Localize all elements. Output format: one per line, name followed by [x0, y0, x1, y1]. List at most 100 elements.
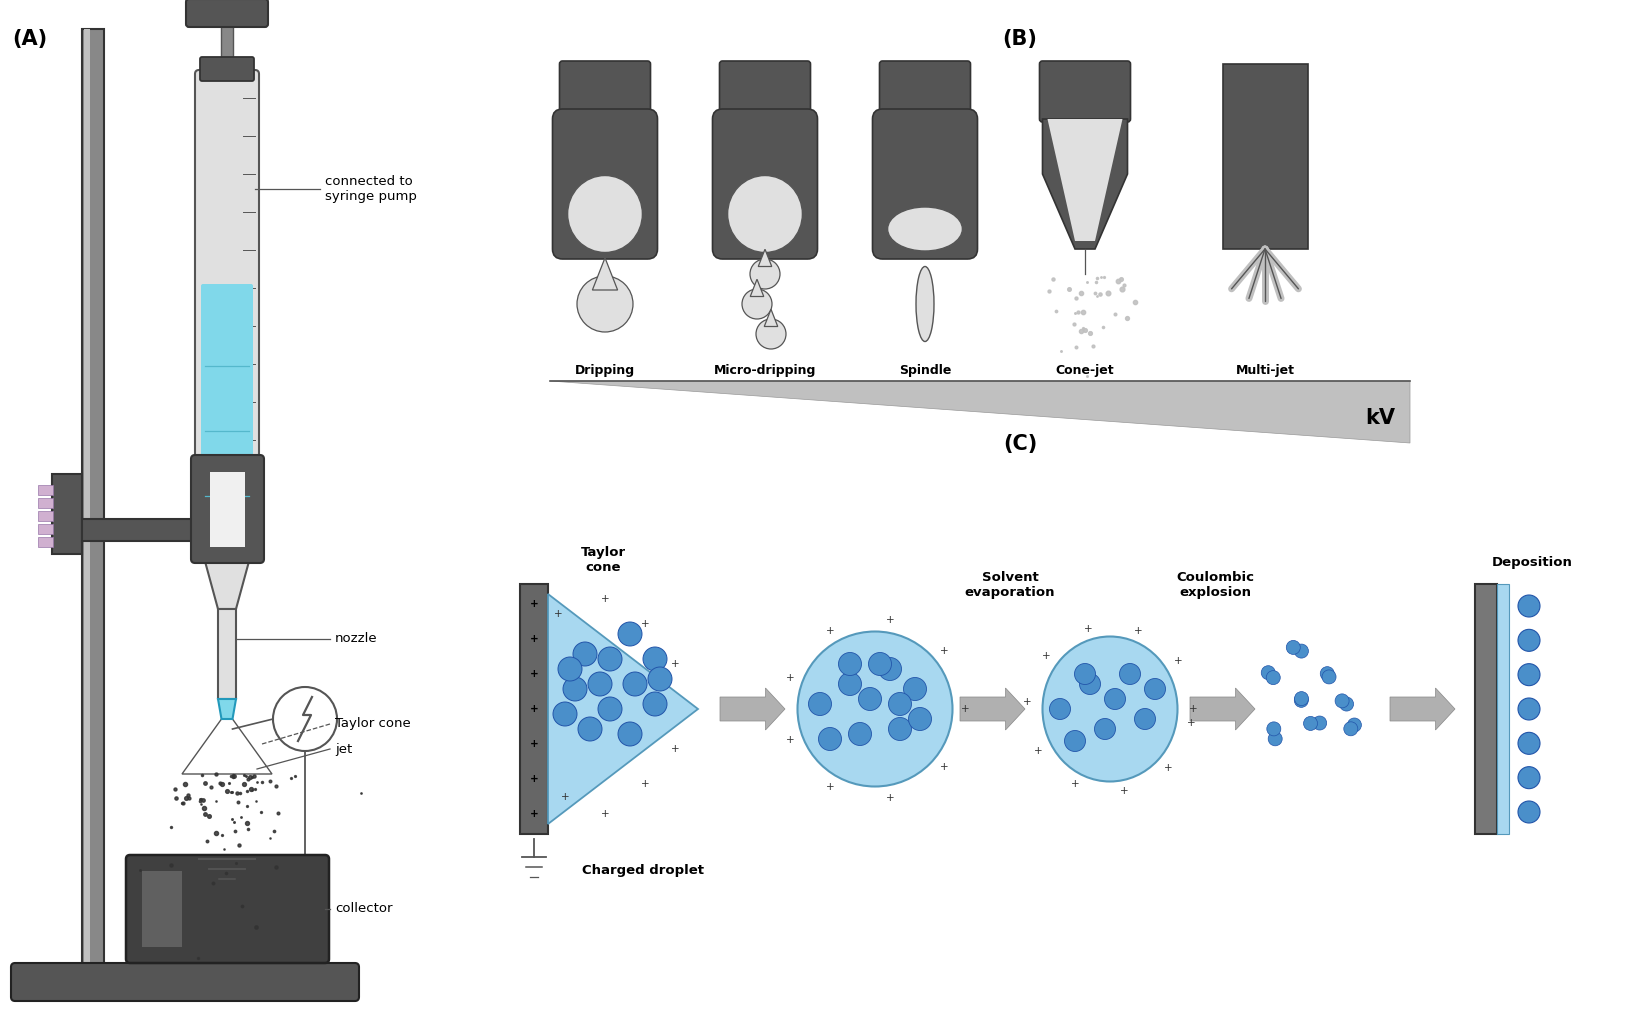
Circle shape: [589, 672, 612, 696]
Circle shape: [838, 673, 861, 696]
Bar: [210, 472, 245, 547]
Text: +: +: [940, 762, 949, 771]
Ellipse shape: [888, 207, 962, 251]
Bar: [38, 524, 53, 534]
FancyBboxPatch shape: [191, 455, 265, 564]
Circle shape: [904, 678, 927, 700]
Ellipse shape: [1042, 637, 1177, 782]
FancyBboxPatch shape: [720, 61, 810, 122]
Text: (B): (B): [1003, 29, 1037, 49]
Polygon shape: [764, 309, 778, 326]
Text: Taylor cone: Taylor cone: [335, 717, 411, 731]
Ellipse shape: [797, 632, 952, 787]
FancyArrow shape: [1389, 688, 1455, 730]
Circle shape: [1517, 663, 1540, 686]
Text: +: +: [1083, 624, 1093, 634]
Circle shape: [1343, 721, 1358, 736]
Text: +: +: [786, 674, 794, 683]
Text: Micro-dripping: Micro-dripping: [713, 364, 815, 377]
Circle shape: [878, 657, 901, 681]
FancyBboxPatch shape: [127, 855, 329, 963]
FancyBboxPatch shape: [12, 963, 358, 1001]
FancyBboxPatch shape: [201, 284, 253, 548]
Ellipse shape: [567, 175, 643, 253]
Circle shape: [1080, 674, 1100, 695]
Circle shape: [1049, 698, 1070, 719]
Circle shape: [1517, 733, 1540, 754]
Polygon shape: [551, 381, 1411, 443]
Text: (A): (A): [12, 29, 48, 49]
Text: +: +: [529, 739, 538, 749]
Circle shape: [557, 657, 582, 681]
Circle shape: [888, 693, 911, 715]
Bar: [84, 29, 90, 984]
Text: Cone-jet: Cone-jet: [1055, 364, 1115, 377]
Circle shape: [819, 728, 842, 751]
Text: +: +: [886, 615, 894, 626]
Text: +: +: [825, 626, 834, 636]
Circle shape: [1517, 698, 1540, 720]
Bar: [1475, 584, 1498, 834]
Text: +: +: [786, 735, 794, 745]
FancyArrow shape: [960, 688, 1024, 730]
Circle shape: [1065, 731, 1085, 751]
FancyArrow shape: [720, 688, 784, 730]
Polygon shape: [219, 699, 237, 719]
Text: +: +: [561, 792, 569, 802]
Polygon shape: [202, 554, 252, 609]
Text: +: +: [671, 659, 679, 669]
FancyBboxPatch shape: [559, 61, 651, 122]
Circle shape: [1105, 689, 1126, 709]
Bar: [141, 871, 182, 947]
Circle shape: [1268, 721, 1281, 736]
Text: Dripping: Dripping: [575, 364, 635, 377]
Text: +: +: [671, 744, 679, 754]
Text: +: +: [940, 646, 949, 656]
Ellipse shape: [728, 175, 802, 253]
Polygon shape: [1042, 119, 1128, 249]
Circle shape: [838, 652, 861, 676]
Text: jet: jet: [335, 743, 352, 755]
Text: Deposition: Deposition: [1491, 556, 1572, 569]
Circle shape: [750, 259, 779, 289]
Circle shape: [1294, 644, 1309, 658]
Circle shape: [858, 688, 881, 710]
Text: +: +: [1134, 626, 1143, 636]
Polygon shape: [182, 719, 271, 774]
Circle shape: [1517, 801, 1540, 823]
Circle shape: [618, 722, 643, 746]
Circle shape: [1286, 640, 1300, 654]
FancyBboxPatch shape: [712, 109, 817, 259]
Polygon shape: [547, 594, 699, 824]
Circle shape: [848, 722, 871, 746]
Text: +: +: [825, 782, 834, 792]
Circle shape: [1294, 692, 1309, 705]
Circle shape: [643, 692, 667, 716]
Circle shape: [574, 642, 597, 666]
FancyBboxPatch shape: [873, 109, 978, 259]
Text: +: +: [600, 809, 610, 819]
Circle shape: [1075, 663, 1095, 685]
Circle shape: [1294, 693, 1309, 707]
Text: Spindle: Spindle: [899, 364, 952, 377]
FancyBboxPatch shape: [1039, 61, 1131, 122]
Circle shape: [888, 717, 911, 741]
Circle shape: [273, 687, 337, 751]
Circle shape: [756, 319, 786, 348]
Text: Charged droplet: Charged droplet: [582, 864, 704, 877]
Circle shape: [623, 672, 648, 696]
Text: kV: kV: [1365, 408, 1396, 428]
Circle shape: [809, 693, 832, 715]
Text: +: +: [600, 594, 610, 604]
Text: Solvent
evaporation: Solvent evaporation: [965, 571, 1055, 599]
Text: +: +: [1120, 786, 1129, 796]
Bar: [220, 0, 233, 79]
Circle shape: [1134, 708, 1156, 730]
Polygon shape: [750, 279, 764, 297]
Text: +: +: [529, 704, 538, 714]
Bar: [82, 29, 104, 984]
Bar: [520, 584, 547, 834]
Polygon shape: [758, 250, 771, 267]
Text: +: +: [529, 774, 538, 784]
Bar: [1223, 64, 1307, 249]
